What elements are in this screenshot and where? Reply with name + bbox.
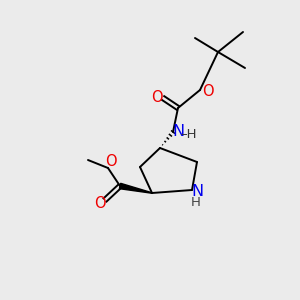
Text: N: N <box>191 184 203 200</box>
Text: H: H <box>191 196 201 208</box>
Text: O: O <box>94 196 106 211</box>
Text: N: N <box>172 124 184 139</box>
Text: O: O <box>202 83 214 98</box>
Polygon shape <box>119 183 152 193</box>
Text: O: O <box>151 89 163 104</box>
Text: O: O <box>105 154 117 169</box>
Text: –H: –H <box>181 128 197 140</box>
